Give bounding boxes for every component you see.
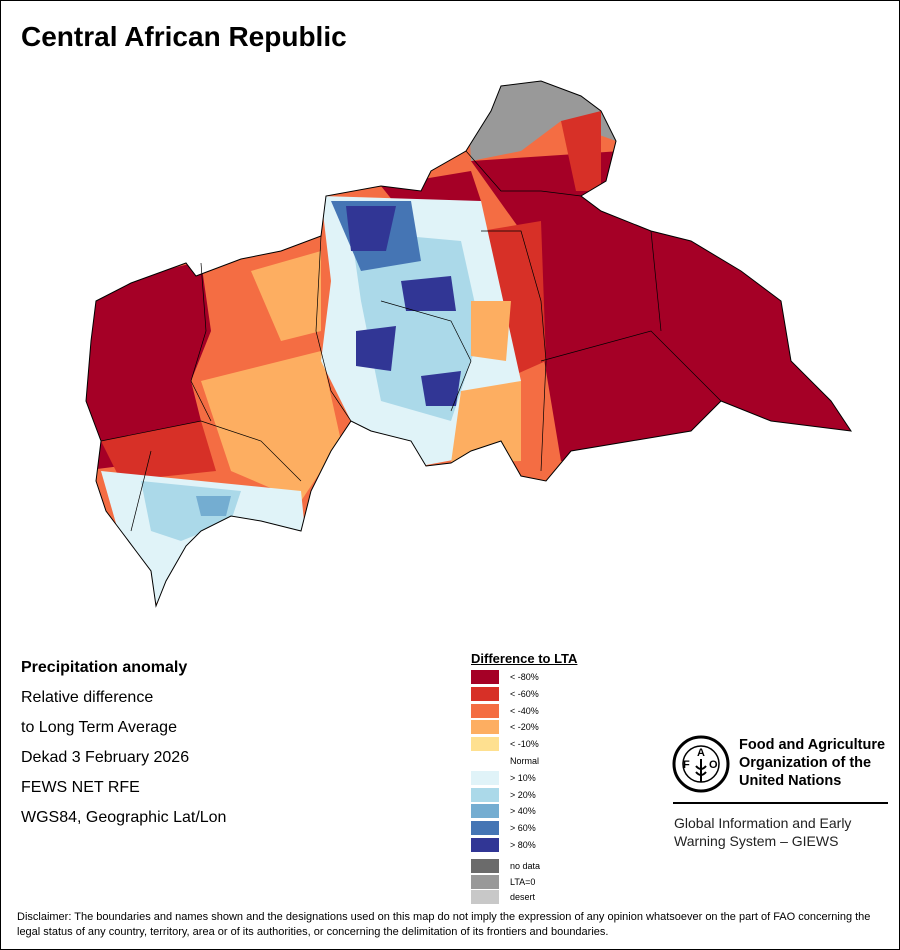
legend-swatch (471, 703, 499, 718)
fao-name-line3: United Nations (739, 773, 842, 789)
info-heading: Precipitation anomaly (21, 659, 188, 676)
legend-swatch (471, 804, 499, 819)
legend-label: > 20% (510, 789, 536, 800)
legend-item: > 40% (471, 804, 536, 819)
legend-swatch (471, 787, 499, 802)
legend-swatch (471, 686, 499, 701)
legend-label: > 60% (510, 823, 536, 834)
info-projection: WGS84, Geographic Lat/Lon (21, 809, 227, 826)
legend-item: > 80% (471, 838, 536, 852)
fao-name-line2: Organization of the (739, 755, 872, 771)
legend-item: Normal (471, 754, 539, 768)
legend-item: < -80% (471, 670, 539, 684)
legend-label: > 10% (510, 772, 536, 783)
svg-text:A: A (697, 747, 705, 759)
legend-label: no data (510, 861, 541, 871)
info-line2: to Long Term Average (21, 719, 177, 736)
legend-item: < -60% (471, 686, 539, 701)
legend-label: > 40% (510, 806, 536, 817)
legend-label: Normal (510, 756, 540, 766)
admin-boundaries (100, 150, 722, 532)
info-source: FEWS NET RFE (21, 779, 140, 796)
legend-swatch (471, 821, 499, 836)
legend-swatch (471, 754, 499, 768)
disclaimer: Disclaimer: The boundaries and names sho… (17, 911, 871, 938)
legend-label: < -40% (510, 705, 539, 716)
legend-swatch (471, 859, 499, 873)
legend-item: LTA=0 (471, 874, 536, 889)
legend-item: > 20% (471, 787, 536, 802)
giews-line2: Warning System – GIEWS (674, 833, 839, 849)
legend-label: desert (510, 892, 536, 902)
legend-item: < -40% (471, 703, 539, 718)
legend-item: desert (471, 890, 535, 904)
legend-label: LTA=0 (510, 876, 536, 887)
giews-line1: Global Information and Early (674, 815, 852, 831)
legend-item: < -20% (471, 720, 539, 735)
legend-title: Difference to LTA (471, 651, 578, 666)
legend-swatch (471, 874, 499, 889)
svg-text:F: F (683, 759, 690, 771)
legend-label: < -20% (510, 722, 539, 733)
legend-swatch (471, 770, 499, 785)
legend-item: < -10% (471, 737, 539, 752)
legend-item: > 10% (471, 770, 536, 785)
legend-swatch (471, 890, 499, 904)
legend-item: no data (471, 859, 540, 873)
legend-label: < -80% (510, 672, 539, 682)
legend-label: > 80% (510, 840, 536, 850)
fao-logo-icon: F A O (672, 735, 730, 793)
info-period: Dekad 3 February 2026 (21, 749, 190, 766)
anomaly-raster (86, 81, 851, 606)
divider (673, 802, 888, 804)
legend-swatch (471, 670, 499, 684)
legend-swatch (471, 737, 499, 752)
map-title: Central African Republic (21, 21, 347, 52)
legend-item: > 60% (471, 821, 536, 836)
legend-label: < -10% (510, 739, 539, 750)
legend-swatch (471, 838, 499, 852)
legend-swatch (471, 720, 499, 735)
info-line1: Relative difference (21, 689, 154, 706)
legend-label: < -60% (510, 688, 539, 699)
fao-name-line1: Food and Agriculture (739, 737, 886, 753)
svg-text:O: O (709, 759, 718, 771)
